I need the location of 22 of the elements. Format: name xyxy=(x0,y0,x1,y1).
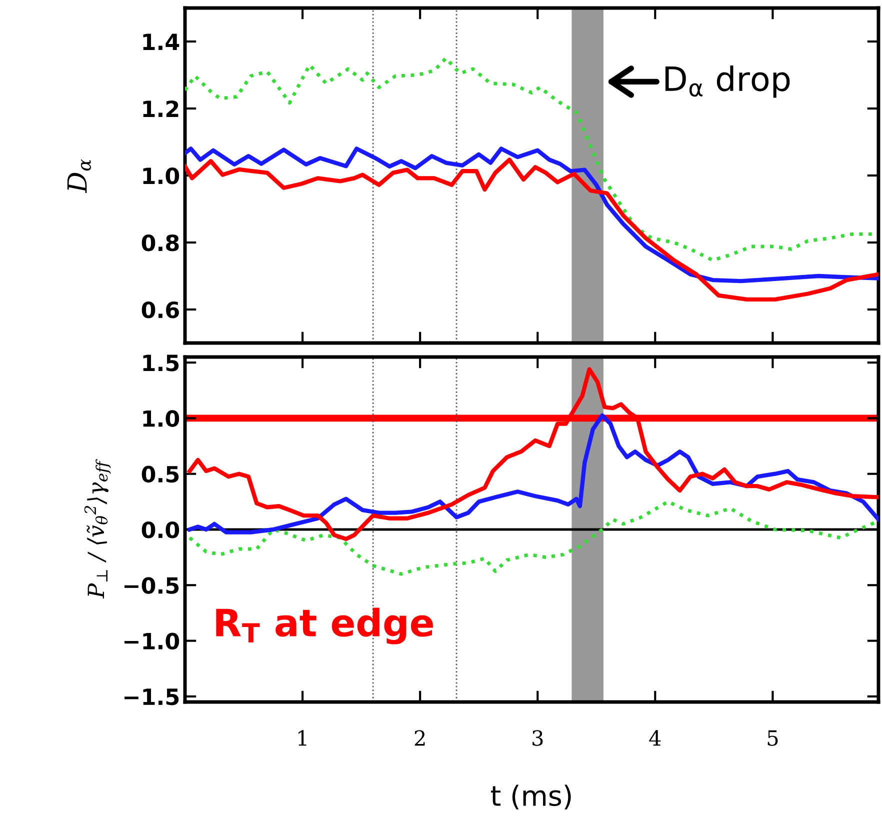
y-tick-label: 0.5 xyxy=(142,466,179,483)
x-tick-label: 3 xyxy=(532,730,543,746)
y-tick-label: 0.8 xyxy=(142,234,179,252)
annotation: R$_{T}$ at edge xyxy=(216,608,433,644)
y-tick-label: 1.0 xyxy=(143,410,180,427)
y-tick-label: 0.0 xyxy=(142,521,180,538)
y-axis-title: P$_{⊥}$ / ⟨ṽ$_{θ}$$^{2}$⟩γ$_{eff}$ xyxy=(84,459,111,599)
y-tick-label: 1.2 xyxy=(143,100,178,117)
x-axis-title: t (ms) xyxy=(491,784,571,810)
x-tick-label: 4 xyxy=(649,730,661,746)
y-axis-title: D$_{α}$ xyxy=(67,159,91,194)
annotation: D$_{α}$ drop xyxy=(665,66,790,98)
y-tick-label: 1.5 xyxy=(143,354,179,372)
x-tick-label: 2 xyxy=(414,730,425,746)
x-tick-label: 5 xyxy=(768,730,778,746)
y-tick-label: 1.0 xyxy=(143,167,180,184)
y-tick-label: −0.5 xyxy=(124,577,179,594)
y-tick-label: −1.0 xyxy=(124,632,180,650)
y-tick-label: −1.5 xyxy=(124,688,179,706)
x-tick-label: 1 xyxy=(298,730,306,746)
y-tick-label: 1.4 xyxy=(143,34,180,50)
y-tick-label: 0.6 xyxy=(142,301,179,318)
